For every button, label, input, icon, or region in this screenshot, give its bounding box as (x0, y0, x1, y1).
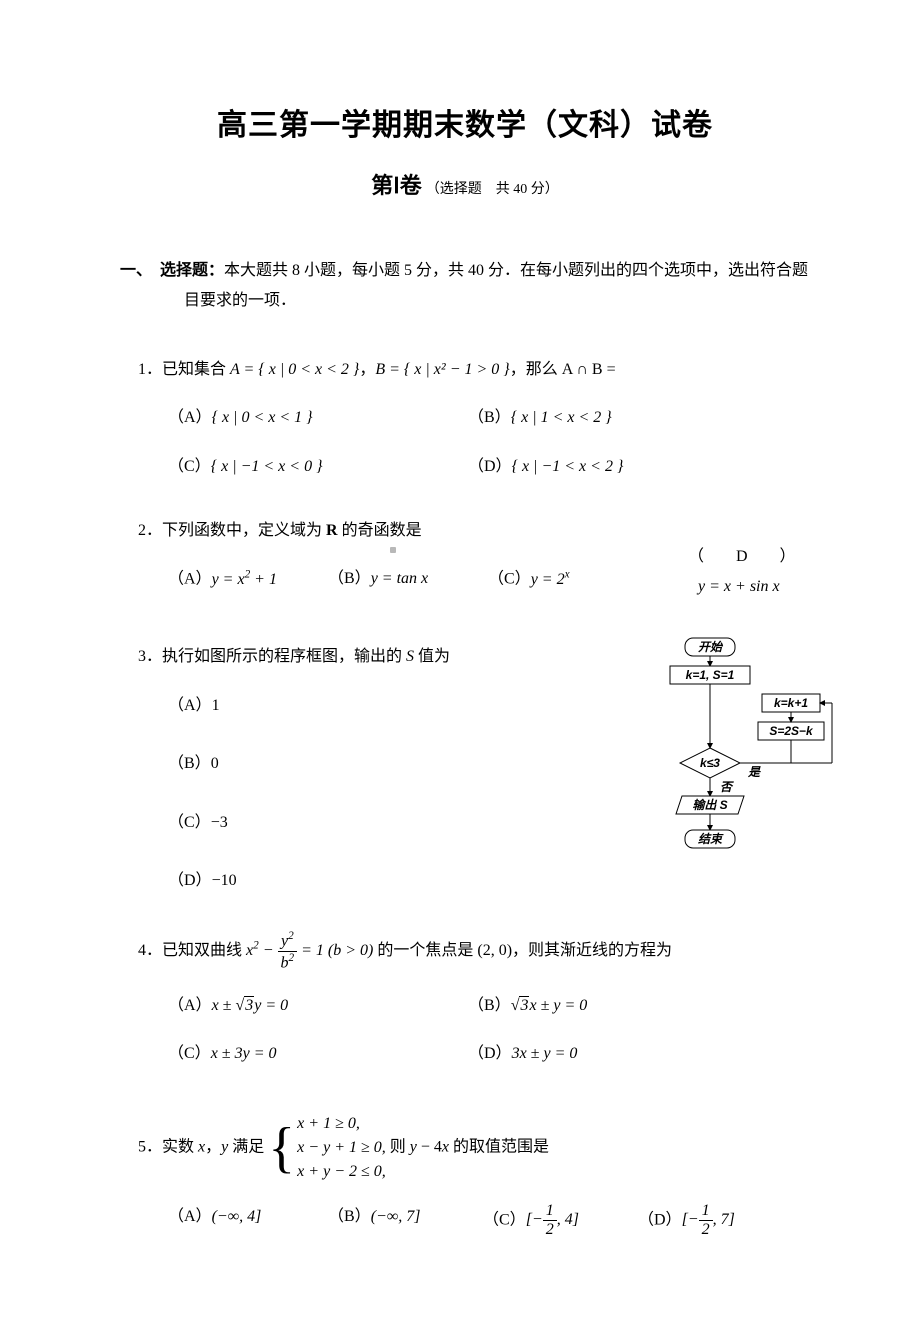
q1-opt-b: （B）{ x | 1 < x < 2 } (468, 403, 768, 433)
q1-opt-d: （D）{ x | −1 < x < 2 } (468, 452, 768, 482)
q5-number: 5． (138, 1138, 162, 1155)
q5-opt-c: （C）[−12, 4] (483, 1202, 638, 1240)
section-label: 一、 选择题： (120, 262, 224, 279)
q3-number: 3． (138, 648, 162, 665)
svg-text:开始: 开始 (698, 640, 724, 654)
q1-opt-c: （C）{ x | −1 < x < 0 } (168, 452, 468, 482)
svg-text:否: 否 (720, 780, 734, 794)
subtitle: 第Ⅰ卷 （选择题 共 40 分） (120, 168, 810, 200)
q1-opt-a: （A）{ x | 0 < x < 1 } (168, 403, 468, 433)
flowchart-diagram: 开始 k=1, S=1 k=k+1 S=2S−k k≤3 是 (640, 636, 840, 866)
q4-opt-d: （D）3x ± y = 0 (468, 1039, 768, 1069)
section-header: 一、 选择题：本大题共 8 小题，每小题 5 分，共 40 分．在每小题列出的四… (120, 256, 810, 317)
question-2: 2．下列函数中，定义域为 R 的奇函数是 （A）y = x2 + 1 （B）y … (120, 516, 810, 608)
svg-text:k=1, S=1: k=1, S=1 (686, 668, 735, 682)
svg-text:是: 是 (747, 765, 761, 779)
q1-stem: 1．已知集合 A = { x | 0 < x < 2 }，B = { x | x… (138, 355, 810, 385)
brace-icon: { (268, 1120, 295, 1176)
question-3: 3．执行如图所示的程序框图，输出的 S 值为 （A）1 （B）0 （C）−3 （… (120, 642, 810, 896)
question-1: 1．已知集合 A = { x | 0 < x < 2 }，B = { x | x… (120, 355, 810, 482)
q5-opt-b: （B）(−∞, 7] (328, 1202, 483, 1240)
svg-text:输出 S: 输出 S (692, 798, 727, 812)
subtitle-main: 第Ⅰ卷 (371, 173, 422, 198)
svg-text:k=k+1: k=k+1 (774, 696, 808, 710)
exam-page: 高三第一学期期末数学（文科）试卷 第Ⅰ卷 （选择题 共 40 分） 一、 选择题… (0, 0, 920, 1333)
svg-text:k≤3: k≤3 (700, 756, 720, 770)
q4-opt-b: （B）3x ± y = 0 (468, 991, 768, 1021)
q2-number: 2． (138, 522, 162, 539)
q2-opt-d-label: （ D ） (688, 542, 838, 572)
q2-options: （A）y = x2 + 1 （B）y = tan x （C）y = 2x （ D… (138, 564, 810, 608)
question-5: 5．实数 x，y 满足 { x + 1 ≥ 0, x − y + 1 ≥ 0, … (120, 1112, 810, 1240)
q2-opt-d-expr: y = x + sin x (698, 572, 780, 602)
q2-opt-b: （B）y = tan x (328, 564, 488, 594)
svg-text:S=2S−k: S=2S−k (769, 724, 814, 738)
q4-options: （A）x ± 3y = 0 （B）3x ± y = 0 （C）x ± 3y = … (138, 991, 810, 1070)
q5-system: x + 1 ≥ 0, x − y + 1 ≥ 0, x + y − 2 ≤ 0, (297, 1112, 386, 1184)
q4-opt-a: （A）x ± 3y = 0 (168, 991, 468, 1021)
q5-opt-d: （D）[−12, 7] (638, 1202, 808, 1240)
q1-number: 1． (138, 361, 162, 378)
q4-fraction: y2b2 (278, 930, 298, 972)
q2-opt-a: （A）y = x2 + 1 (168, 564, 328, 595)
q3-opt-d: （D）−10 (168, 866, 810, 896)
q2-opt-c: （C）y = 2x (488, 564, 688, 595)
q5-stem: 5．实数 x，y 满足 { x + 1 ≥ 0, x − y + 1 ≥ 0, … (138, 1112, 810, 1184)
q5-options: （A）(−∞, 4] （B）(−∞, 7] （C）[−12, 4] （D）[−1… (138, 1202, 810, 1240)
subtitle-note: （选择题 共 40 分） (426, 182, 559, 197)
q1-options: （A）{ x | 0 < x < 1 } （B）{ x | 1 < x < 2 … (138, 403, 810, 482)
question-4: 4．已知双曲线 x2 − y2b2 = 1 (b > 0) 的一个焦点是 (2,… (120, 930, 810, 1069)
page-marker-icon (390, 547, 396, 553)
page-title: 高三第一学期期末数学（文科）试卷 (120, 100, 810, 144)
q4-opt-c: （C）x ± 3y = 0 (168, 1039, 468, 1069)
q4-number: 4． (138, 942, 162, 959)
q5-opt-a: （A）(−∞, 4] (168, 1202, 328, 1240)
q4-stem: 4．已知双曲线 x2 − y2b2 = 1 (b > 0) 的一个焦点是 (2,… (138, 930, 810, 972)
section-desc: 本大题共 8 小题，每小题 5 分，共 40 分．在每小题列出的四个选项中，选出… (184, 262, 808, 309)
svg-text:结束: 结束 (698, 832, 724, 846)
